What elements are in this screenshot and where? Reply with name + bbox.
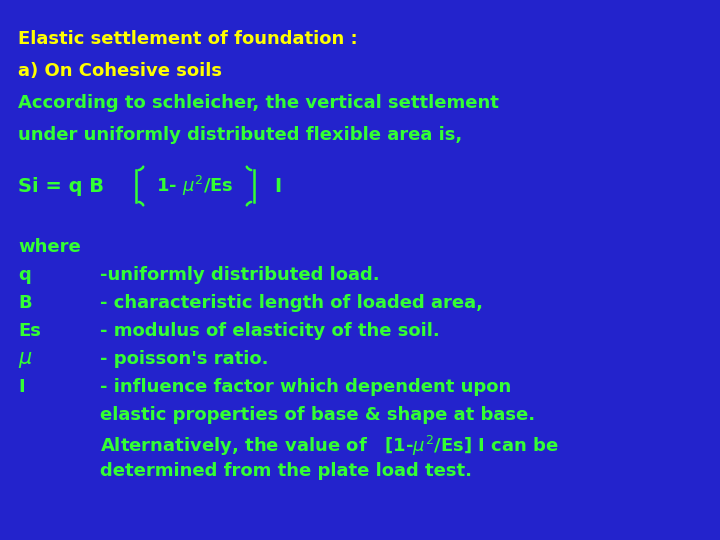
Text: -uniformly distributed load.: -uniformly distributed load. [100, 266, 379, 284]
Text: 1- $\mu^2$/Es: 1- $\mu^2$/Es [156, 174, 234, 198]
Text: a) On Cohesive soils: a) On Cohesive soils [18, 62, 222, 80]
Text: - modulus of elasticity of the soil.: - modulus of elasticity of the soil. [100, 322, 440, 340]
Text: determined from the plate load test.: determined from the plate load test. [100, 462, 472, 480]
Text: - influence factor which dependent upon: - influence factor which dependent upon [100, 378, 511, 396]
Text: where: where [18, 238, 81, 256]
Text: Elastic settlement of foundation :: Elastic settlement of foundation : [18, 30, 358, 48]
Text: I: I [18, 378, 24, 396]
Text: Si = q B: Si = q B [18, 177, 104, 195]
Text: - characteristic length of loaded area,: - characteristic length of loaded area, [100, 294, 483, 312]
Text: Alternatively, the value of   [1-$\mu^2$/Es] I can be: Alternatively, the value of [1-$\mu^2$/E… [100, 434, 559, 458]
Text: - poisson's ratio.: - poisson's ratio. [100, 350, 269, 368]
Text: I: I [274, 177, 281, 195]
Text: q: q [18, 266, 31, 284]
Text: Es: Es [18, 322, 41, 340]
Text: B: B [18, 294, 32, 312]
Text: According to schleicher, the vertical settlement: According to schleicher, the vertical se… [18, 94, 499, 112]
Text: elastic properties of base & shape at base.: elastic properties of base & shape at ba… [100, 406, 535, 424]
Text: under uniformly distributed flexible area is,: under uniformly distributed flexible are… [18, 126, 462, 144]
Text: $\mu$: $\mu$ [18, 350, 32, 370]
